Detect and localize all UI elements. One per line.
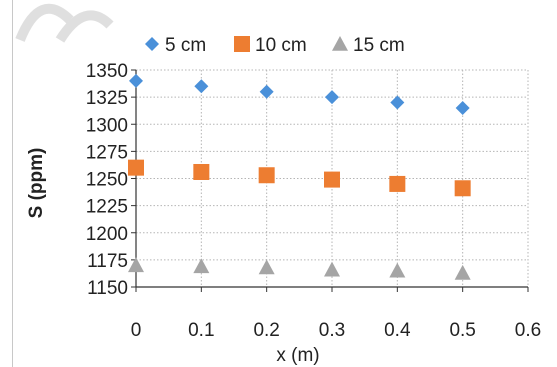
y-tick-labels: 1150 1175 1200 1225 1250 1275 1300 1325 1350	[86, 61, 128, 299]
y-tick-label: 1250	[86, 170, 128, 191]
data-point-square	[193, 163, 210, 180]
data-point-triangle	[389, 262, 406, 278]
data-point-triangle	[128, 257, 144, 273]
watermark-logo	[15, 3, 114, 43]
data-point-square	[128, 159, 144, 176]
x-tick-label: 0.1	[188, 320, 214, 341]
y-tick-label: 1325	[86, 88, 128, 109]
data-point-triangle	[324, 261, 340, 277]
y-axis-label: S (ppm)	[26, 148, 47, 219]
x-tick-label: 0.3	[319, 320, 345, 341]
data-point-square	[324, 171, 340, 188]
data-point-square	[258, 167, 275, 184]
x-tick-label: 0	[131, 320, 142, 341]
data-point-square	[389, 175, 406, 192]
data-point-diamond	[325, 90, 339, 105]
data-point-square	[454, 180, 471, 197]
x-tick-label: 0.5	[449, 320, 475, 341]
y-tick-label: 1275	[86, 142, 128, 163]
y-tick-label: 1350	[86, 61, 128, 82]
data-point-diamond	[259, 84, 274, 99]
data-point-triangle	[258, 259, 275, 275]
legend-label: 10 cm	[255, 35, 307, 56]
chart-frame	[12, 0, 557, 367]
data-points	[128, 73, 471, 280]
data-point-diamond	[455, 100, 470, 115]
legend-label: 15 cm	[353, 35, 405, 56]
x-tick-label: 0.4	[384, 320, 411, 341]
y-tick-label: 1300	[86, 115, 128, 136]
legend-marker-square	[234, 36, 250, 52]
y-tick-label: 1150	[87, 278, 128, 299]
x-tick-label: 0.6	[515, 320, 541, 341]
x-tick-label: 0.2	[253, 320, 279, 341]
y-tick-label: 1175	[87, 251, 128, 272]
data-point-diamond	[129, 73, 143, 88]
data-point-triangle	[454, 264, 471, 280]
x-axis-label: x (m)	[276, 345, 319, 366]
legend-label: 5 cm	[165, 35, 206, 56]
y-tick-label: 1200	[86, 224, 128, 245]
data-point-triangle	[193, 258, 210, 274]
legend: 5 cm 10 cm 15 cm	[145, 35, 405, 56]
legend-marker-diamond	[145, 37, 159, 51]
data-point-diamond	[390, 95, 405, 110]
legend-marker-triangle	[332, 36, 348, 51]
data-point-diamond	[194, 79, 209, 94]
y-tick-label: 1225	[86, 197, 128, 218]
x-tick-labels: 0 0.1 0.2 0.3 0.4 0.5 0.6	[131, 320, 542, 341]
axes	[131, 69, 529, 292]
